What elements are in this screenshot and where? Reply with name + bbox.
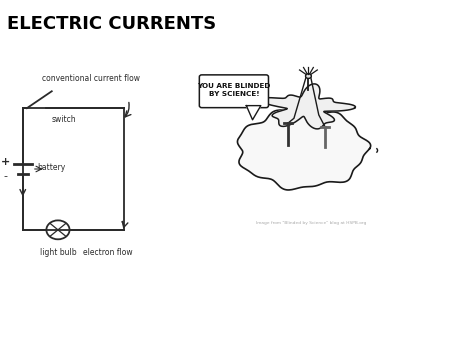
Text: electron flow: electron flow: [83, 248, 132, 258]
Text: switch: switch: [52, 116, 76, 124]
Polygon shape: [377, 149, 378, 152]
Polygon shape: [260, 84, 356, 129]
FancyBboxPatch shape: [199, 75, 269, 107]
Text: ELECTRIC CURRENTS: ELECTRIC CURRENTS: [8, 15, 217, 33]
Text: -: -: [4, 171, 7, 182]
Text: light bulb: light bulb: [40, 248, 76, 258]
Text: Image from "Blinded by Science" blog at HSPB.org: Image from "Blinded by Science" blog at …: [256, 221, 366, 225]
Circle shape: [306, 74, 311, 78]
Polygon shape: [246, 105, 261, 120]
Text: YOU ARE BLINDED
BY SCIENCE!: YOU ARE BLINDED BY SCIENCE!: [197, 83, 270, 97]
Text: +: +: [1, 156, 10, 167]
Polygon shape: [238, 109, 371, 190]
Text: battery: battery: [37, 163, 66, 172]
Text: conventional current flow: conventional current flow: [42, 74, 140, 83]
